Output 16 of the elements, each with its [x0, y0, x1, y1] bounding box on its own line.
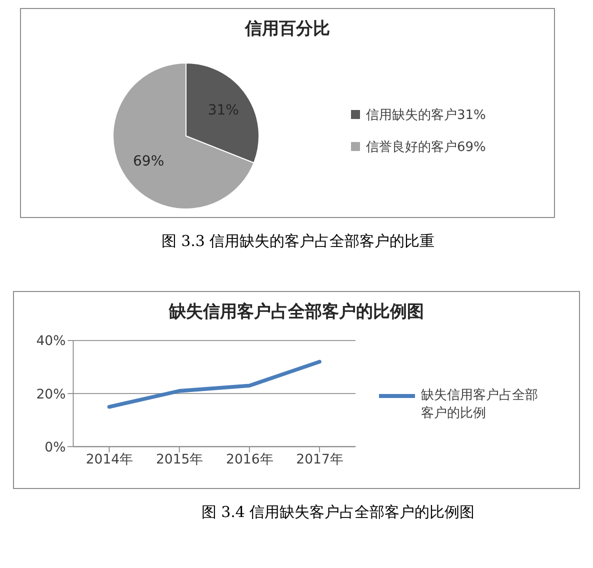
chart-title: 信用百分比 [244, 18, 331, 40]
caption: 图 3.4 信用缺失客户占全部客户的比例图 [200, 503, 476, 522]
y-tick-label: 0% [44, 440, 66, 456]
legend-label: 信用缺失的客户31% [366, 107, 486, 124]
x-tick-label: 2017年 [296, 452, 343, 468]
x-tick-label: 2015年 [156, 452, 203, 468]
y-tick-label: 20% [36, 387, 66, 402]
chart-title: 缺失信用客户占全部客户的比例图 [168, 301, 425, 323]
legend-label: 缺失信用客户占全部客户的比例 [421, 387, 539, 422]
y-tick-label: 40% [36, 334, 66, 350]
x-tick-label: 2016年 [226, 452, 273, 468]
line-series [107, 360, 322, 409]
x-tick-label: 2014年 [86, 452, 133, 468]
data-label: 69% [133, 153, 164, 170]
legend-label: 信誉良好的客户69% [366, 139, 486, 156]
caption: 图 3.3 信用缺失的客户占全部客户的比重 [160, 232, 436, 251]
